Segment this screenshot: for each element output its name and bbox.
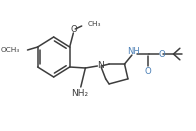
Text: CH₃: CH₃ [87, 21, 101, 27]
Text: O: O [144, 67, 151, 76]
Text: NH₂: NH₂ [71, 89, 88, 99]
Text: N: N [97, 61, 103, 70]
Text: NH: NH [127, 47, 140, 56]
Text: O: O [158, 50, 165, 59]
Text: OCH₃: OCH₃ [1, 47, 20, 53]
Text: O: O [71, 26, 78, 34]
